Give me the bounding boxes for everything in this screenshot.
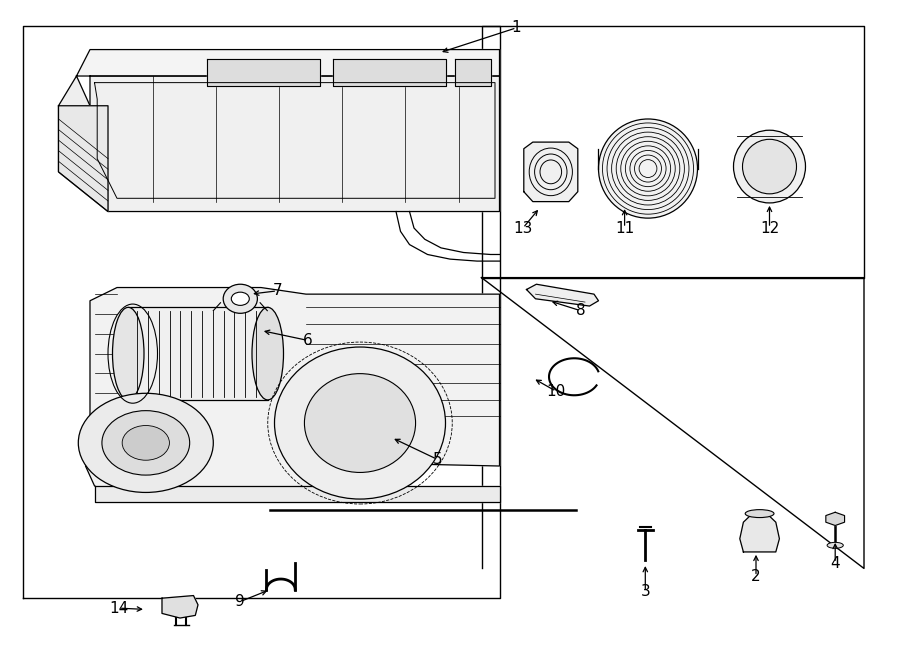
Polygon shape	[524, 142, 578, 202]
Ellipse shape	[598, 119, 698, 218]
Text: 11: 11	[615, 221, 634, 235]
Text: 14: 14	[109, 601, 129, 615]
Ellipse shape	[274, 347, 446, 499]
Ellipse shape	[734, 130, 806, 203]
Text: 8: 8	[576, 303, 585, 318]
Circle shape	[122, 426, 169, 460]
Polygon shape	[207, 59, 320, 86]
Text: 4: 4	[831, 556, 840, 570]
Ellipse shape	[223, 284, 257, 313]
Polygon shape	[454, 59, 490, 86]
Polygon shape	[58, 106, 108, 212]
Circle shape	[78, 393, 213, 492]
Ellipse shape	[304, 373, 416, 473]
Polygon shape	[76, 50, 500, 76]
Ellipse shape	[742, 139, 796, 194]
Text: 13: 13	[513, 221, 533, 235]
Polygon shape	[162, 596, 198, 618]
Text: 2: 2	[752, 569, 760, 584]
Text: 9: 9	[236, 594, 245, 609]
Text: 12: 12	[760, 221, 779, 235]
Text: 3: 3	[641, 584, 650, 599]
Text: 5: 5	[433, 452, 442, 467]
Polygon shape	[94, 486, 500, 502]
Polygon shape	[58, 76, 108, 212]
Circle shape	[102, 410, 190, 475]
Ellipse shape	[745, 510, 774, 518]
Text: 1: 1	[512, 20, 521, 35]
Text: 10: 10	[546, 384, 566, 399]
Polygon shape	[128, 307, 268, 400]
Polygon shape	[90, 76, 500, 212]
Text: 7: 7	[273, 284, 282, 298]
Polygon shape	[826, 512, 844, 525]
Polygon shape	[526, 284, 598, 306]
Ellipse shape	[252, 307, 284, 400]
Ellipse shape	[112, 307, 144, 400]
Polygon shape	[740, 514, 779, 552]
Ellipse shape	[827, 542, 843, 549]
Polygon shape	[86, 288, 500, 502]
Text: 6: 6	[303, 333, 312, 348]
Polygon shape	[333, 59, 446, 86]
Circle shape	[231, 292, 249, 305]
